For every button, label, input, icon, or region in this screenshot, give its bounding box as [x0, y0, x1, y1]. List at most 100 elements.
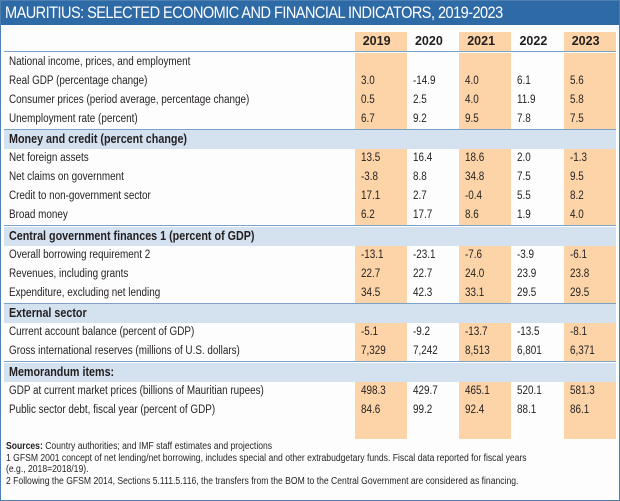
section-separator [4, 361, 616, 363]
value-cell-2020: 9.2 [407, 110, 459, 130]
value-text: 4.0 [569, 209, 584, 221]
table-row: Unemployment rate (percent) 6.7 9.2 9.5 7.8 7… [4, 109, 616, 130]
value-text: -7.6 [465, 248, 483, 261]
value-text: 3.0 [360, 74, 375, 87]
row-label-text: Public sector debt, fiscal year (percent… [9, 403, 216, 416]
value-text: 4.0 [465, 74, 479, 87]
section-header-row: Money and credit (percent change) [4, 130, 616, 149]
value-cell-2020: 16.4 [407, 149, 459, 168]
section-header-spacer [406, 226, 460, 246]
value-text: 23.8 [569, 267, 589, 280]
value-text: 6.1 [517, 74, 532, 87]
section-header-spacer [354, 52, 407, 72]
value-text: 34.5 [360, 286, 380, 299]
value-text: 92.4 [465, 403, 485, 416]
section-header-spacer [563, 362, 616, 382]
row-label: Real GDP (percentage change) [4, 72, 355, 91]
value-cell-2020: 429.7 [407, 382, 459, 401]
separator-cell [563, 361, 616, 363]
bottom-spacer-row [4, 419, 616, 439]
value-text: 7.8 [517, 112, 532, 125]
value-text: 17.1 [360, 190, 380, 202]
value-cell-2022: 6,801 [511, 342, 563, 362]
value-cell-2020: 17.7 [407, 206, 459, 226]
separator-cell [563, 51, 616, 53]
value-text: 9.5 [569, 171, 584, 183]
value-text: -13.7 [465, 326, 488, 338]
section-header-row: Central government finances 1 (percent o… [4, 226, 616, 246]
value-text: 8.2 [569, 190, 584, 202]
year-header-2019: 2019 [354, 32, 407, 52]
separator-cell [563, 225, 616, 227]
row-label-text: Unemployment rate (percent) [9, 112, 138, 125]
value-text: 2.7 [412, 190, 427, 202]
bottom-spacer-cell [511, 420, 563, 439]
value-cell-2020: 7,242 [407, 342, 459, 362]
value-text: 34.8 [465, 171, 485, 183]
separator-cell [459, 361, 512, 363]
value-text: 2.0 [517, 152, 532, 164]
value-cell-2022: 1.9 [511, 206, 563, 226]
footnotes: Sources: Country authorities; and IMF st… [6, 441, 616, 487]
value-cell-2022: -13.5 [511, 323, 563, 342]
bottom-spacer-cell [4, 420, 355, 439]
row-label: Consumer prices (period average, percent… [4, 91, 355, 110]
table-row: Consumer prices (period average, percent… [4, 90, 616, 110]
table-row: Current account balance (percent of GDP)… [4, 323, 616, 342]
value-cell-2022: 6.1 [511, 72, 563, 91]
header-label-cell [4, 32, 355, 52]
separator-cell [511, 225, 564, 227]
value-text: -13.5 [517, 326, 541, 338]
section-header-text: National income, prices, and employment [9, 55, 191, 68]
row-label: Net foreign assets [4, 149, 355, 168]
value-text: 13.5 [360, 152, 380, 164]
value-cell-2023: 4.0 [563, 206, 616, 226]
separator-cell [406, 128, 460, 130]
header-row: 2019 2020 2021 2022 2023 [4, 32, 616, 52]
table-row: Broad money 6.2 17.7 8.6 1.9 4.0 [4, 206, 616, 226]
value-text: 84.6 [360, 403, 380, 416]
separator-cell [511, 361, 564, 363]
footnote-1-cont: (e.g., 2018=2018/19). [6, 464, 616, 476]
indicators-table: 2019 2020 2021 2022 2023 National income, pri… [4, 32, 616, 439]
value-cell-2019: 34.5 [354, 283, 407, 303]
value-text: -6.1 [569, 248, 587, 261]
section-header-row: Memorandum items: [4, 362, 616, 382]
value-cell-2021: 8.6 [459, 206, 512, 226]
value-text: 29.5 [517, 286, 537, 299]
table-row: Net claims on government -3.8 8.8 34.8 7.5 9.… [4, 168, 616, 187]
section-header-spacer [511, 362, 564, 382]
section-header-spacer [511, 130, 564, 149]
value-text: 6.2 [360, 209, 375, 221]
row-label: GDP at current market prices (billions o… [4, 382, 355, 401]
separator-cell [4, 128, 355, 130]
value-text: 29.5 [569, 286, 589, 299]
value-cell-2021: 92.4 [459, 400, 512, 420]
row-label-text: Broad money [9, 209, 68, 221]
value-text: -9.2 [412, 326, 431, 338]
value-text: 520.1 [517, 384, 543, 397]
year-header-2023: 2023 [563, 32, 616, 52]
section-header-spacer [406, 130, 460, 149]
separator-cell [4, 302, 355, 304]
separator-cell [511, 51, 564, 53]
section-header: Memorandum items: [4, 362, 355, 382]
value-cell-2020: 99.2 [407, 401, 459, 420]
year-header-2020: 2020 [414, 34, 443, 48]
value-cell-2020: 8.8 [407, 168, 459, 187]
value-cell-2019: 6.2 [354, 206, 407, 226]
row-label-text: Revenues, including grants [9, 267, 129, 280]
year-header-2021: 2021 [459, 32, 512, 52]
value-text: 8.8 [412, 171, 427, 183]
section-header-spacer [511, 53, 563, 72]
value-text: -3.9 [517, 248, 535, 261]
value-cell-2020: 22.7 [407, 265, 459, 284]
value-text: 5.6 [569, 74, 584, 87]
value-cell-2023: 86.1 [563, 400, 616, 420]
row-label-text: Net foreign assets [9, 152, 89, 164]
value-text: 7.5 [569, 112, 584, 125]
value-text: 33.1 [465, 286, 485, 299]
table-row: GDP at current market prices (billions o… [4, 381, 616, 401]
row-label-text: Consumer prices (period average, percent… [9, 93, 250, 106]
row-label-text: Expenditure, excluding net lending [9, 286, 161, 299]
